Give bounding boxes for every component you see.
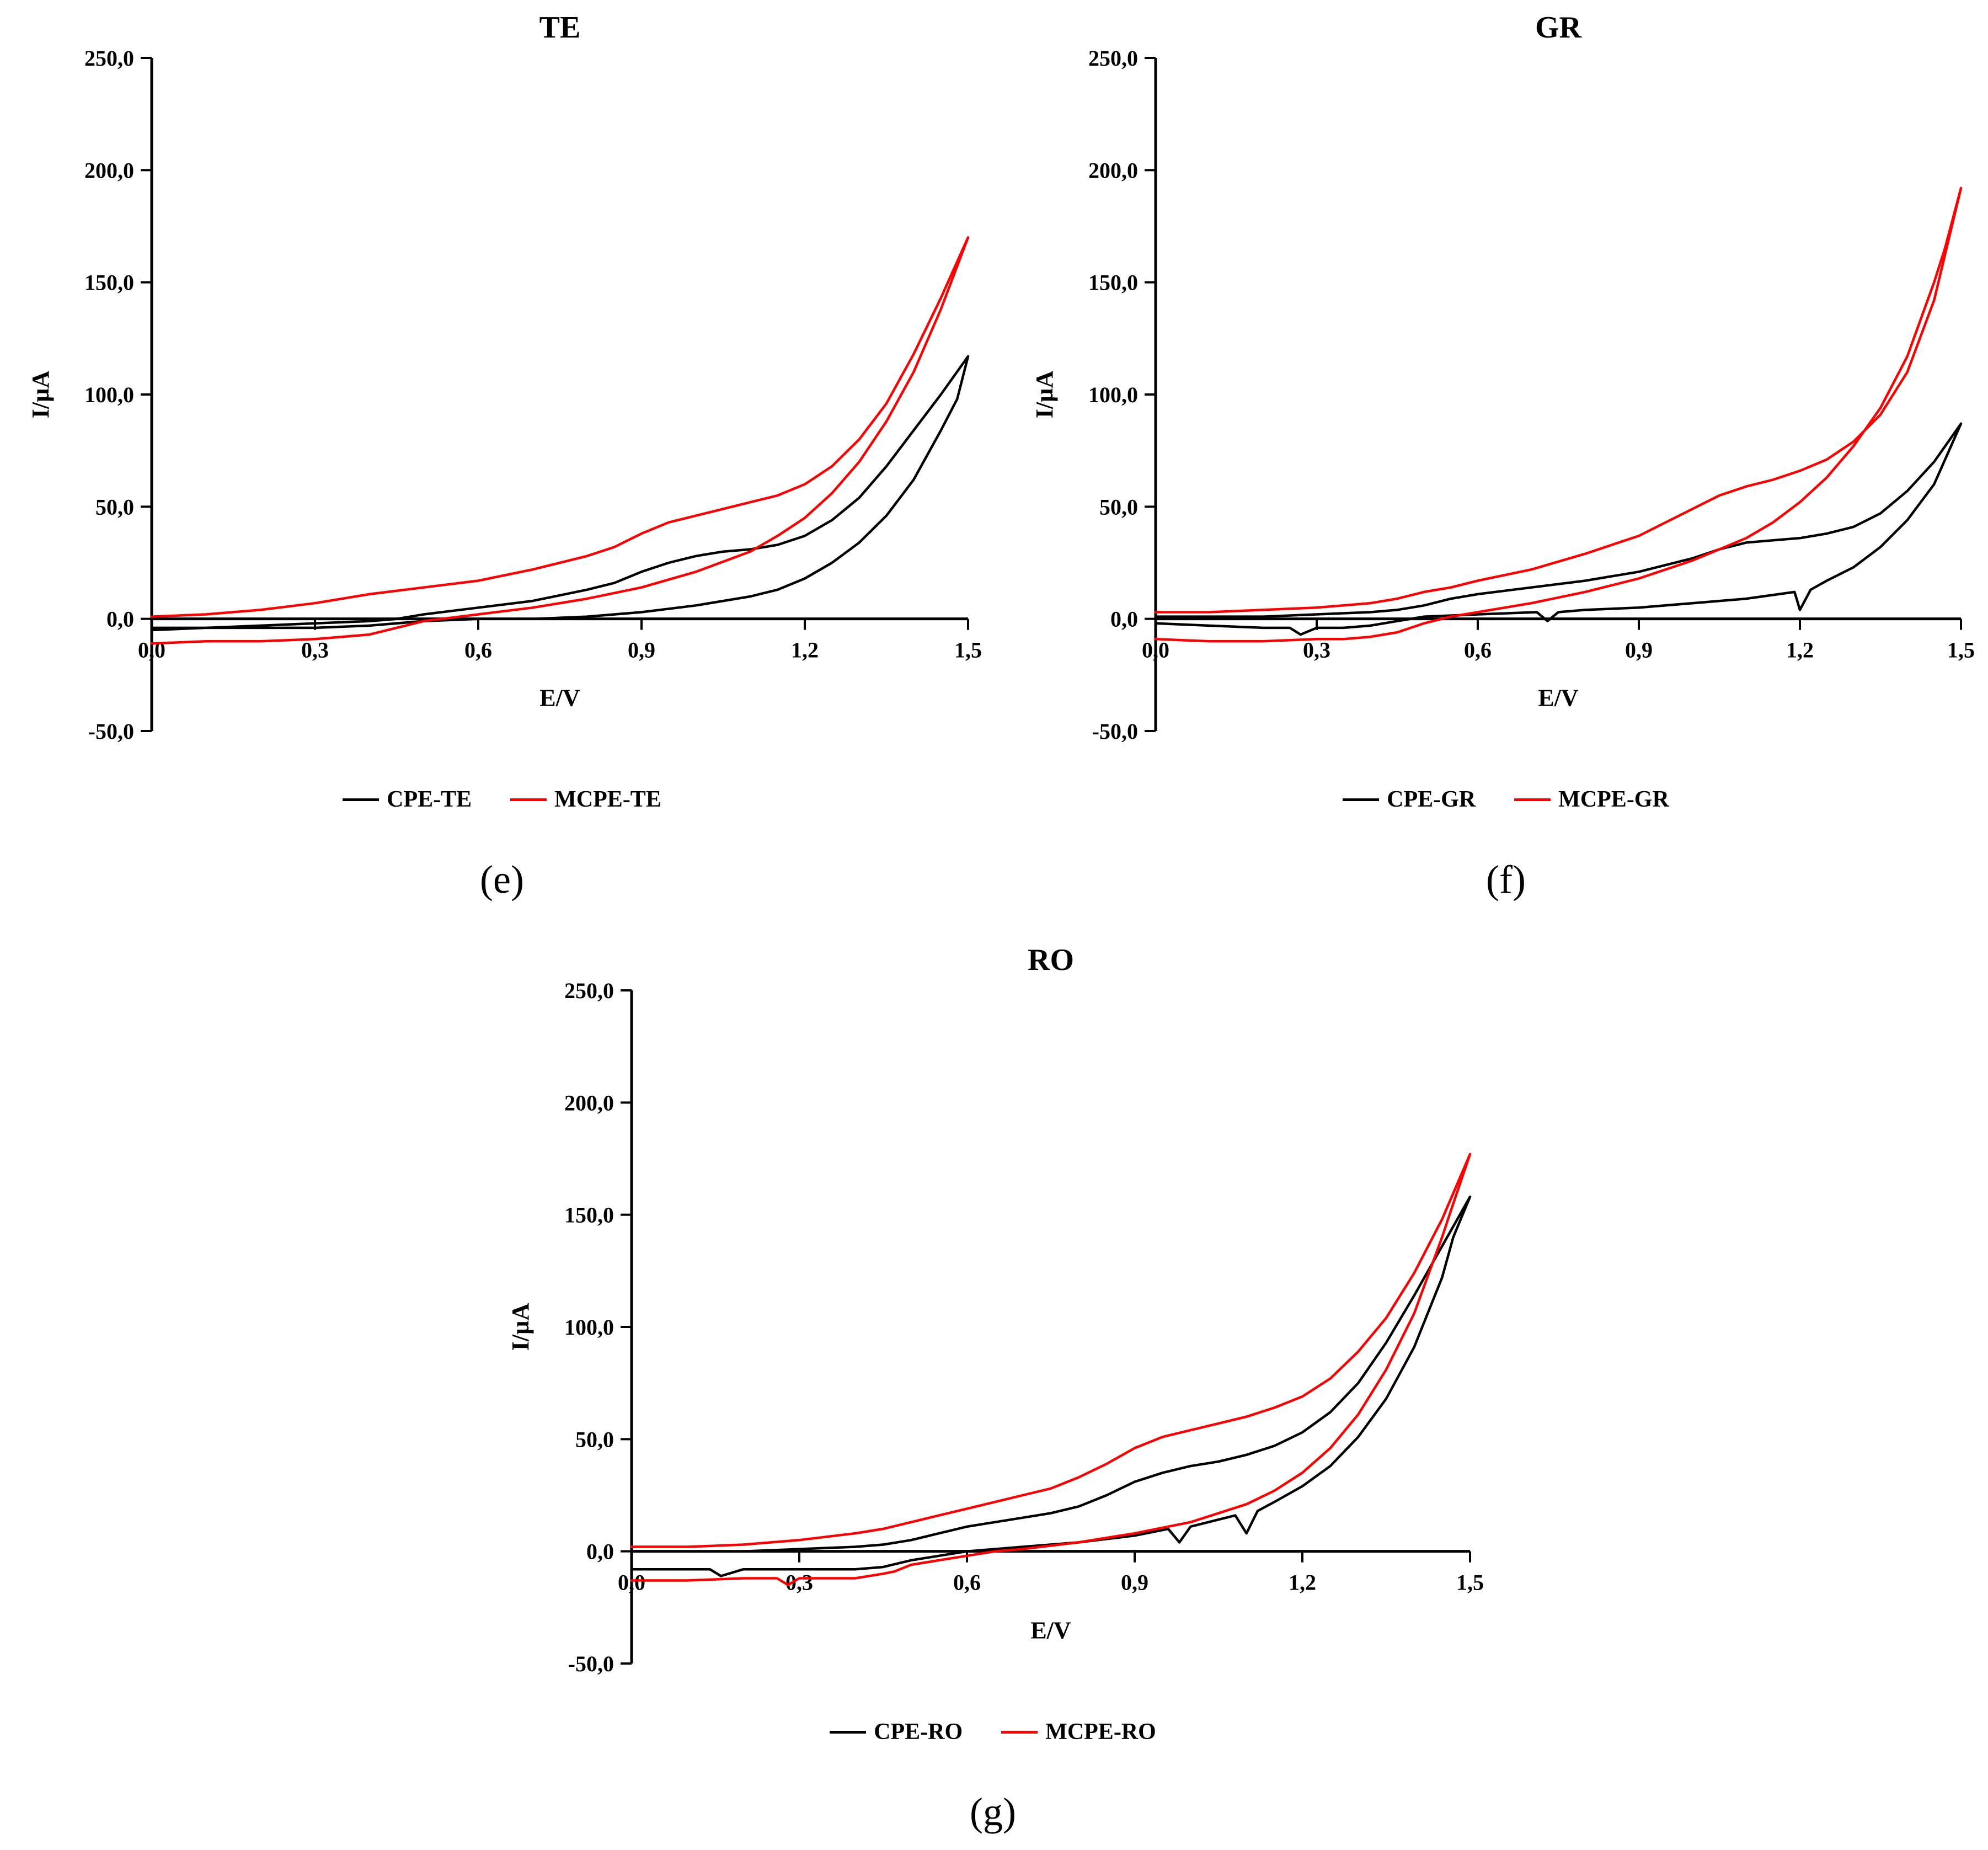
y-tick-label: 200,0: [1088, 158, 1138, 183]
y-tick-label: 50,0: [1099, 494, 1138, 519]
x-tick-label: 1,5: [954, 638, 982, 663]
legend-item: CPE-RO: [830, 1719, 963, 1745]
cv-chart-te: 250,0 200,0 150,0 100,0 50,0 0,0 -50,0 0,0 0,3 0,…: [17, 6, 987, 903]
y-tick-label: 250,0: [1088, 46, 1138, 71]
x-axis-label: E/V: [1538, 685, 1579, 712]
series-line-cpe-te: [150, 355, 970, 632]
subfigure-caption-f: (f): [1486, 857, 1526, 902]
chart-title: RO: [1028, 943, 1074, 977]
series-line-cpe-gr: [1154, 422, 1963, 636]
chart-title: GR: [1535, 10, 1582, 45]
chart-title: TE: [539, 10, 581, 45]
legend-te: CPE-TE MCPE-TE: [17, 786, 987, 813]
y-tick-label: -50,0: [88, 719, 134, 744]
y-tick-label: 100,0: [84, 382, 134, 407]
x-tick-label: 1,2: [791, 638, 819, 663]
x-tick-label: 0,9: [1625, 638, 1653, 663]
legend-item: MCPE-TE: [510, 786, 661, 813]
legend-gr: CPE-GR MCPE-GR: [1020, 786, 1988, 813]
legend-line-swatch: [510, 798, 547, 801]
y-tick-label: 100,0: [1088, 382, 1138, 407]
x-tick-label: 1,5: [1947, 638, 1975, 663]
x-tick-label: 0,6: [464, 638, 492, 663]
cv-chart-ro: 250,0 200,0 150,0 100,0 50,0 0,0 -50,0 0,0 0,3 0,…: [496, 938, 1489, 1835]
series-line-mcpe-ro: [630, 1153, 1472, 1586]
y-tick-label: 150,0: [564, 1203, 614, 1228]
y-tick-label: 0,0: [586, 1539, 614, 1564]
x-tick-label: 0,6: [953, 1570, 981, 1595]
series-line-cpe-ro: [630, 1195, 1472, 1577]
cv-plot-te: 250,0 200,0 150,0 100,0 50,0 0,0 -50,0 0,0 0,3 0,…: [27, 10, 982, 744]
x-axis-label: E/V: [539, 685, 580, 712]
y-tick-label: 150,0: [84, 270, 134, 295]
series-line-mcpe-gr: [1154, 186, 1963, 643]
x-tick-label: 0,3: [301, 638, 329, 663]
y-tick-label: -50,0: [1092, 719, 1138, 744]
subfigure-caption-e: (e): [480, 857, 524, 902]
legend-line-swatch: [1343, 798, 1380, 801]
legend-item: CPE-TE: [343, 786, 472, 813]
legend-ro: CPE-RO MCPE-RO: [496, 1719, 1489, 1745]
y-tick-label: 50,0: [95, 494, 134, 519]
legend-line-swatch: [1001, 1730, 1038, 1734]
legend-label: MCPE-RO: [1045, 1719, 1156, 1745]
x-tick-label: 0,0: [138, 638, 165, 663]
legend-label: MCPE-TE: [554, 787, 661, 812]
y-axis-label: I/µA: [1031, 371, 1058, 419]
y-axis-label: I/µA: [27, 371, 54, 419]
y-tick-label: 150,0: [1088, 270, 1138, 295]
legend-label: CPE-TE: [387, 787, 472, 812]
x-tick-label: 0,0: [618, 1570, 645, 1595]
y-tick-label: 0,0: [1110, 607, 1138, 632]
x-tick-label: 1,2: [1786, 638, 1814, 663]
x-tick-label: 0,9: [1121, 1570, 1148, 1595]
cv-plot-gr: 250,0 200,0 150,0 100,0 50,0 0,0 -50,0 0,0 0,3 0,…: [1031, 10, 1975, 744]
y-tick-label: 250,0: [84, 46, 134, 71]
legend-label: CPE-GR: [1387, 787, 1476, 812]
x-axis-label: E/V: [1030, 1617, 1071, 1644]
y-tick-label: 50,0: [575, 1427, 614, 1452]
x-tick-label: 1,2: [1289, 1570, 1316, 1595]
y-tick-label: 200,0: [84, 158, 134, 183]
legend-line-swatch: [1514, 798, 1551, 801]
x-tick-label: 0,0: [1142, 638, 1169, 663]
y-tick-label: 100,0: [564, 1315, 614, 1340]
x-tick-label: 0,9: [628, 638, 655, 663]
y-tick-label: -50,0: [568, 1651, 614, 1676]
y-tick-label: 250,0: [564, 978, 614, 1003]
series-line-mcpe-te: [150, 236, 970, 645]
legend-item: CPE-GR: [1343, 786, 1476, 813]
cv-plot-ro: 250,0 200,0 150,0 100,0 50,0 0,0 -50,0 0,0 0,3 0,…: [507, 943, 1484, 1676]
x-tick-label: 0,6: [1464, 638, 1492, 663]
subfigure-caption-g: (g): [970, 1790, 1016, 1834]
x-tick-label: 0,3: [785, 1570, 813, 1595]
x-tick-label: 0,3: [1303, 638, 1330, 663]
legend-item: MCPE-RO: [1001, 1719, 1156, 1745]
legend-line-swatch: [343, 798, 380, 801]
cv-chart-gr: 250,0 200,0 150,0 100,0 50,0 0,0 -50,0 0,0 0,3 0,…: [1020, 6, 1988, 903]
y-tick-label: 0,0: [106, 607, 134, 632]
legend-line-swatch: [830, 1730, 867, 1734]
legend-label: MCPE-GR: [1558, 787, 1669, 812]
legend-item: MCPE-GR: [1514, 786, 1669, 813]
legend-label: CPE-RO: [874, 1719, 963, 1745]
y-tick-label: 200,0: [564, 1090, 614, 1115]
x-tick-label: 1,5: [1456, 1570, 1484, 1595]
y-axis-label: I/µA: [507, 1303, 534, 1351]
